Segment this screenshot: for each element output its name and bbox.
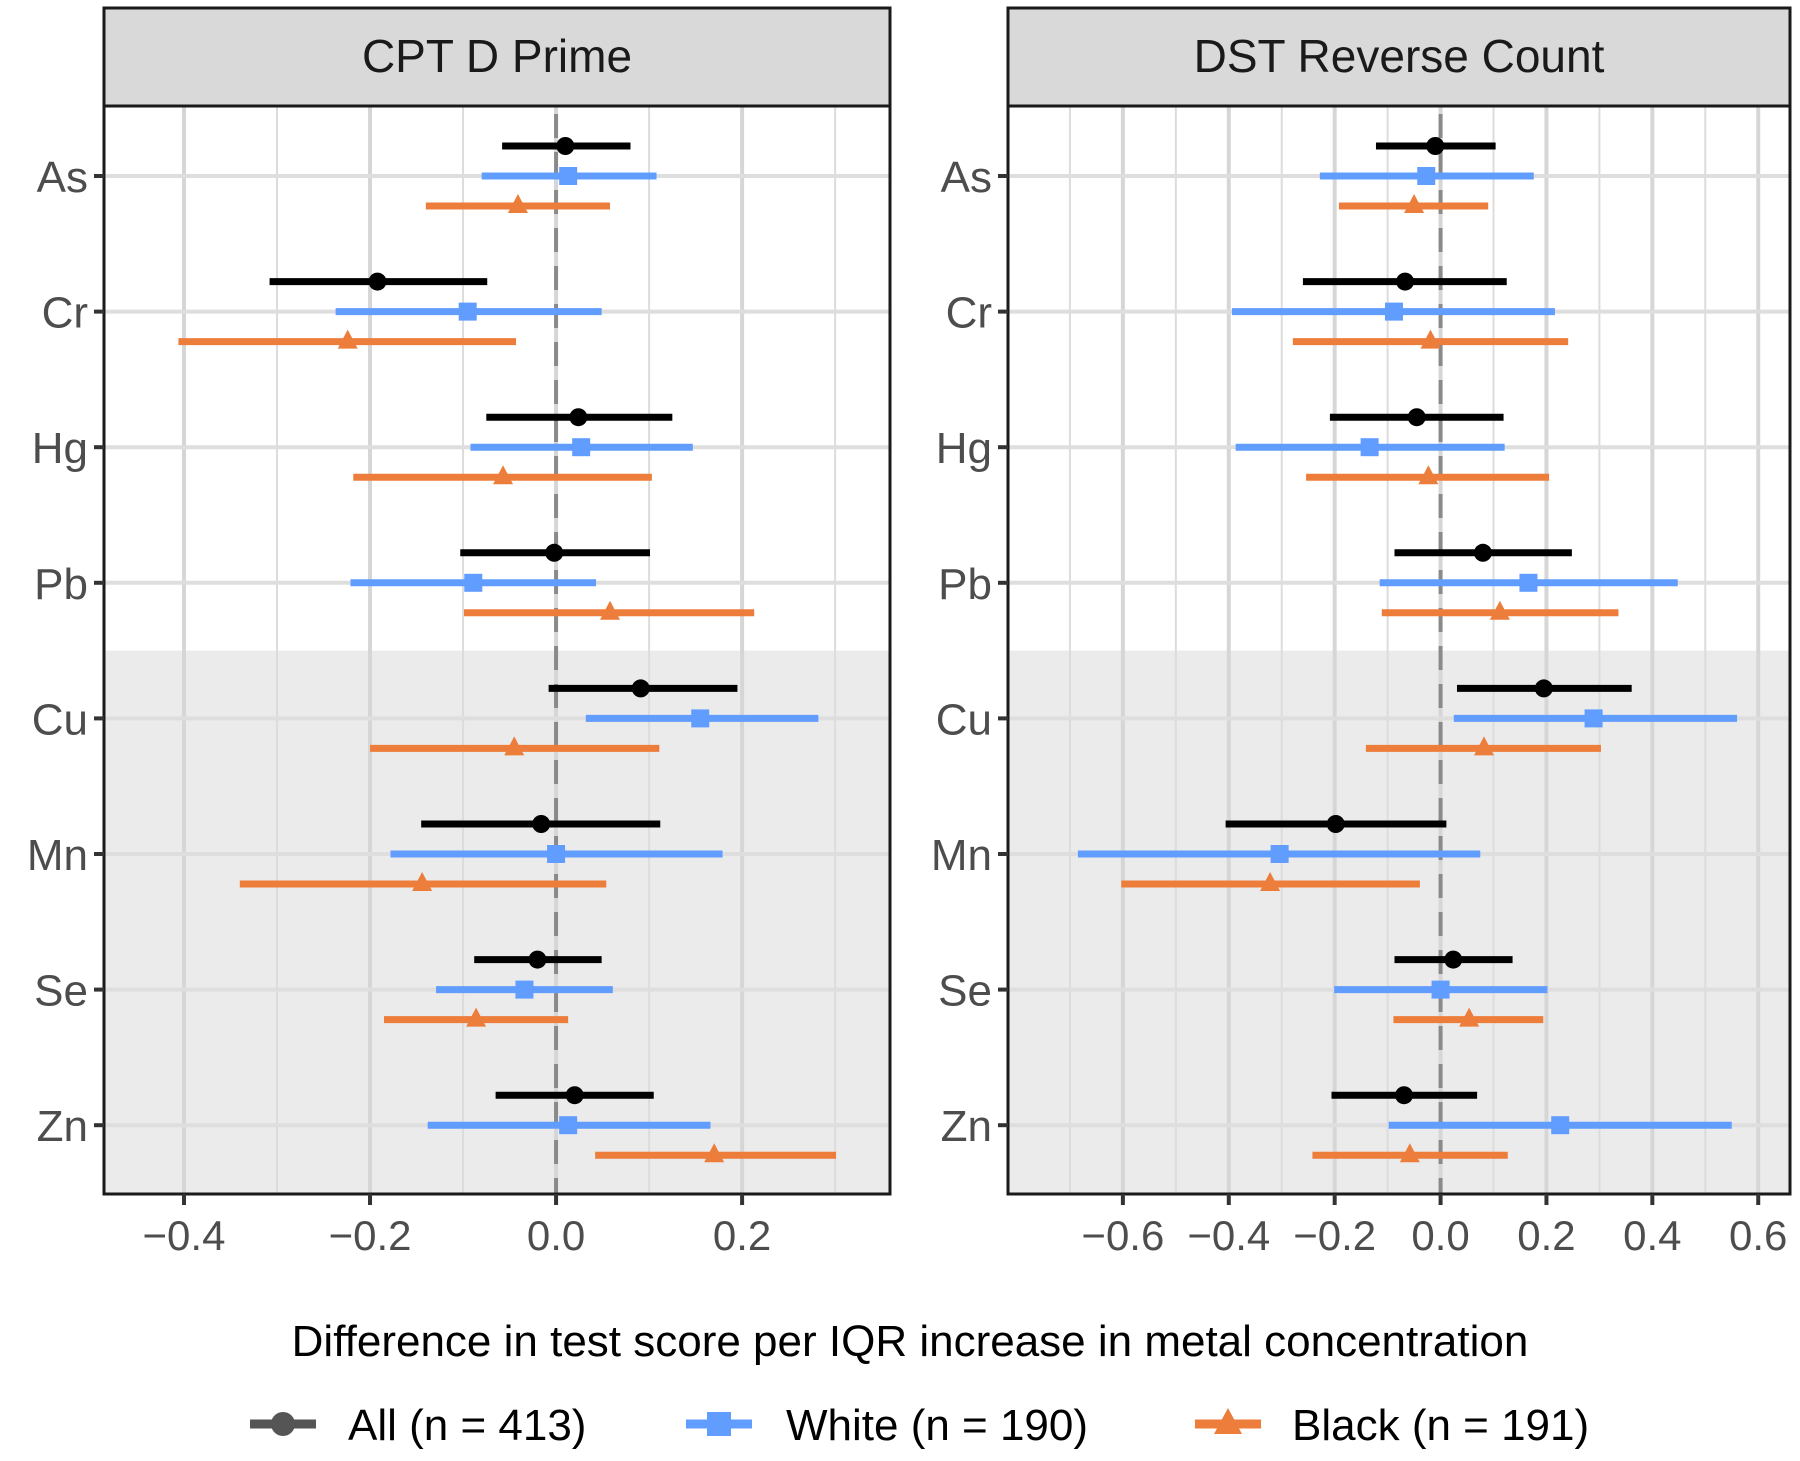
legend-label: All (n = 413) — [348, 1401, 586, 1450]
shaded-region — [1008, 650, 1790, 1194]
x-tick-label: −0.4 — [1187, 1212, 1270, 1259]
y-tick-label: Cu — [32, 695, 88, 744]
point-white-mn — [1270, 845, 1289, 863]
point-white-cr — [1384, 302, 1403, 321]
legend-triangle-icon — [1214, 1408, 1242, 1434]
x-tick-label: 0.2 — [1517, 1212, 1575, 1259]
point-all-hg — [1407, 408, 1426, 427]
y-tick-label: Hg — [32, 424, 88, 473]
point-white-as — [559, 167, 578, 185]
point-white-se — [1431, 980, 1450, 999]
point-black-cr — [337, 329, 358, 349]
point-black-cu — [1473, 736, 1494, 756]
point-white-se — [515, 980, 534, 999]
point-black-as — [507, 194, 528, 213]
x-tick-label: 0.0 — [527, 1212, 585, 1259]
point-black-zn — [1399, 1143, 1420, 1163]
x-tick-label: −0.2 — [1293, 1212, 1376, 1259]
x-tick-label: −0.6 — [1081, 1212, 1164, 1259]
y-tick-label: Pb — [938, 560, 992, 609]
point-all-se — [528, 950, 547, 969]
point-all-zn — [1395, 1086, 1414, 1105]
point-black-as — [1404, 194, 1425, 213]
x-tick-label: 0.4 — [1623, 1212, 1681, 1259]
panel-border — [1006, 104, 1792, 1196]
panels: CPT D Prime As Cr Hg Pb Cu Mn Se Zn −0.4 −0.2 0.0 0.… — [27, 6, 1792, 1259]
point-white-pb — [464, 573, 483, 592]
point-black-pb — [600, 600, 621, 620]
legend-circle-icon — [271, 1412, 295, 1436]
point-all-cu — [631, 679, 650, 698]
legend-label: Black (n = 191) — [1292, 1401, 1589, 1450]
point-white-pb — [1519, 573, 1538, 592]
point-black-mn — [412, 872, 433, 891]
point-black-hg — [1418, 465, 1439, 485]
point-black-se — [466, 1007, 487, 1027]
point-all-hg — [569, 408, 588, 427]
point-all-zn — [565, 1086, 584, 1105]
y-tick-label: Cr — [946, 289, 992, 338]
point-white-hg — [572, 438, 591, 457]
point-white-zn — [1551, 1116, 1570, 1135]
y-tick-label: Cu — [936, 695, 992, 744]
y-tick-label: Se — [34, 967, 88, 1016]
point-all-cu — [1534, 679, 1553, 698]
x-tick-label: −0.4 — [143, 1212, 226, 1259]
point-white-hg — [1360, 438, 1379, 457]
legend-item-white: White (n = 190) — [686, 1401, 1088, 1450]
point-all-mn — [532, 815, 551, 833]
strip-title: CPT D Prime — [362, 30, 632, 82]
panel-dst-reverse-count: DST Reverse Count As Cr Hg Pb Cu Mn Se Zn −0.6 −0.… — [931, 6, 1792, 1259]
shaded-region — [104, 650, 890, 1194]
point-black-zn — [704, 1143, 725, 1163]
point-white-cr — [458, 302, 477, 321]
y-tick-label: Pb — [34, 560, 88, 609]
x-tick-label: 0.0 — [1411, 1212, 1469, 1259]
panel-border — [102, 104, 892, 1196]
y-tick-label: Zn — [941, 1102, 992, 1151]
point-all-pb — [1473, 543, 1492, 562]
y-tick-label: Cr — [42, 289, 88, 338]
y-tick-label: Se — [938, 967, 992, 1016]
y-tick-label: Zn — [37, 1102, 88, 1151]
legend-item-all: All (n = 413) — [250, 1401, 586, 1450]
strip-title: DST Reverse Count — [1194, 30, 1605, 82]
panel-cpt-d-prime: CPT D Prime As Cr Hg Pb Cu Mn Se Zn −0.4 −0.2 0.0 0.… — [27, 6, 892, 1259]
point-all-mn — [1326, 815, 1345, 833]
strip-header — [1006, 6, 1792, 108]
point-white-cu — [691, 709, 710, 728]
strip-header — [102, 6, 892, 108]
x-tick-label: 0.2 — [713, 1212, 771, 1259]
y-tick-label: Mn — [27, 831, 88, 880]
legend-item-black: Black (n = 191) — [1195, 1401, 1589, 1450]
point-all-as — [556, 137, 575, 155]
point-all-pb — [545, 543, 564, 562]
point-black-pb — [1489, 600, 1510, 620]
point-white-cu — [1584, 709, 1603, 728]
legend-square-icon — [707, 1412, 731, 1436]
x-tick-label: 0.6 — [1729, 1212, 1787, 1259]
point-white-mn — [547, 845, 566, 863]
y-tick-label: As — [37, 153, 88, 202]
x-axis-title: Difference in test score per IQR increas… — [292, 1317, 1529, 1366]
point-white-zn — [559, 1116, 578, 1135]
point-all-cr — [1396, 272, 1415, 291]
point-all-cr — [368, 272, 387, 291]
legend-label: White (n = 190) — [786, 1401, 1088, 1450]
point-black-cr — [1420, 329, 1441, 349]
y-tick-label: Mn — [931, 831, 992, 880]
x-tick-label: −0.2 — [329, 1212, 412, 1259]
point-black-se — [1459, 1007, 1480, 1027]
point-all-as — [1426, 137, 1445, 155]
point-white-as — [1417, 167, 1436, 185]
point-black-cu — [504, 736, 525, 756]
point-black-mn — [1260, 872, 1281, 891]
legend: All (n = 413) White (n = 190) Black (n = 1… — [250, 1401, 1589, 1450]
y-tick-label: Hg — [936, 424, 992, 473]
point-all-se — [1444, 950, 1463, 969]
y-tick-label: As — [941, 153, 992, 202]
point-black-hg — [493, 465, 514, 485]
